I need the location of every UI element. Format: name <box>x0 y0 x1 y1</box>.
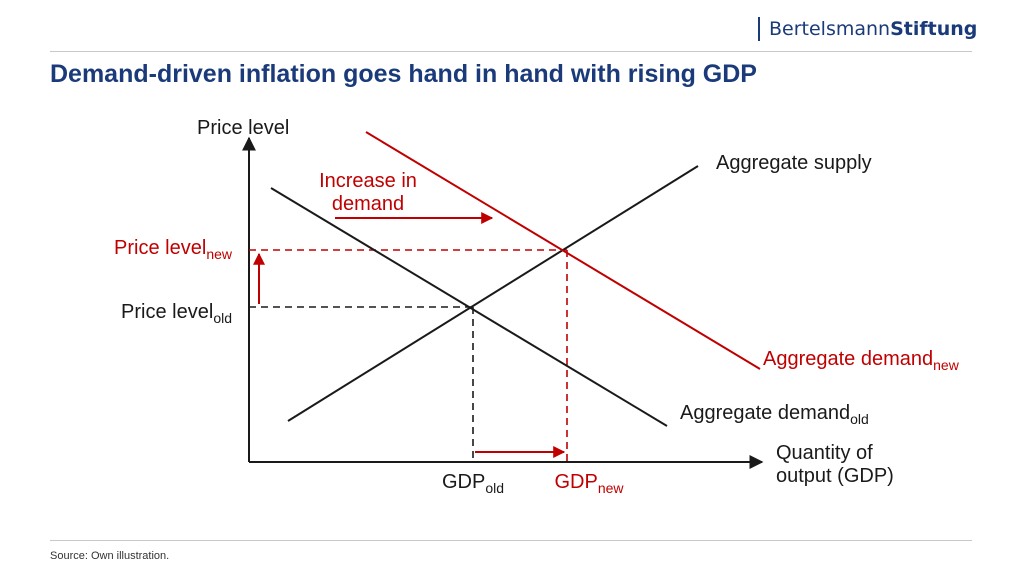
x-axis-label-2: output (GDP) <box>776 465 894 487</box>
gdp-old-label: GDPold <box>442 471 504 496</box>
price-level-old-text: Price level <box>121 301 213 323</box>
increase-demand-label-1: Increase in <box>319 170 417 192</box>
brand-logo: BertelsmannStiftung <box>758 14 977 44</box>
gdp-new-label: GDPnew <box>554 471 624 496</box>
y-axis-label: Price level <box>197 117 289 139</box>
header-rule <box>50 51 972 52</box>
gdp-new-text: GDP <box>554 471 597 493</box>
gdp-old-sub: old <box>485 480 504 496</box>
slide-title: Demand-driven inflation goes hand in han… <box>50 60 757 88</box>
aggregate-demand-old-line <box>270 187 668 427</box>
aggregate-demand-old-label: Aggregate demandold <box>680 402 869 427</box>
logo-name-bold: Stiftung <box>890 18 978 40</box>
source-note: Source: Own illustration. <box>50 550 170 562</box>
aggregate-supply-line <box>287 165 699 422</box>
logo-divider <box>758 17 760 41</box>
aggregate-demand-old-text: Aggregate demand <box>680 402 850 424</box>
price-level-new-text: Price level <box>114 237 206 259</box>
aggregate-demand-new-label: Aggregate demandnew <box>763 348 960 373</box>
aggregate-demand-old-sub: old <box>850 411 869 427</box>
logo-name-regular: Bertelsmann <box>769 18 891 40</box>
aggregate-demand-new-text: Aggregate demand <box>763 348 933 370</box>
price-level-new-label: Price levelnew <box>114 237 233 262</box>
aggregate-demand-new-line <box>365 131 761 370</box>
footer-rule <box>50 540 972 541</box>
logo-text: BertelsmannStiftung <box>769 18 977 40</box>
price-level-old-label: Price levelold <box>121 301 232 326</box>
aggregate-supply-label: Aggregate supply <box>716 152 872 174</box>
price-level-new-sub: new <box>206 246 233 262</box>
aggregate-demand-new-sub: new <box>933 357 960 373</box>
price-level-old-sub: old <box>213 310 232 326</box>
increase-demand-label-2: demand <box>332 193 404 215</box>
gdp-old-text: GDP <box>442 471 485 493</box>
x-axis-label-1: Quantity of <box>776 442 873 464</box>
gdp-new-sub: new <box>598 480 625 496</box>
